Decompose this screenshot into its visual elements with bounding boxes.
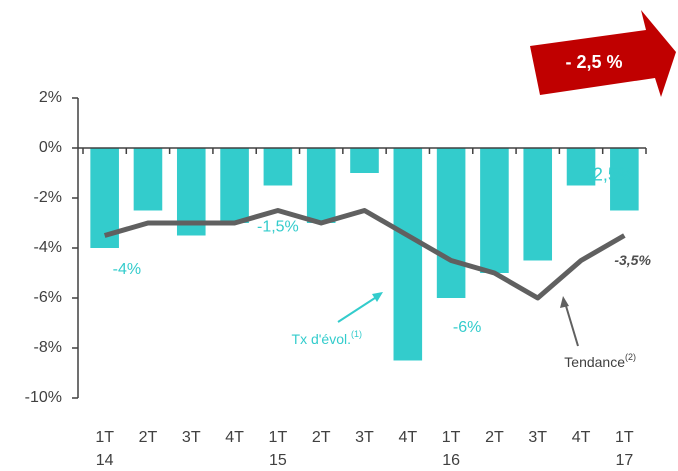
trend-line — [103, 208, 626, 301]
series-label: Tendance(2) — [564, 352, 636, 369]
series-note: (2) — [625, 352, 636, 362]
series-label: Tx d'évol.(1) — [292, 329, 362, 346]
pointer-head — [560, 296, 569, 308]
line-value-label: -3,5% — [614, 252, 651, 268]
bar — [523, 148, 553, 261]
bar — [306, 148, 336, 223]
x-tick-label: 1T — [615, 429, 634, 446]
bar-value-label: -4% — [113, 261, 141, 278]
bar — [566, 148, 596, 186]
x-tick-label: 17 — [615, 452, 633, 469]
bar — [610, 148, 639, 211]
y-tick-label: -10% — [25, 389, 62, 406]
bar-value-label: -6% — [453, 319, 481, 336]
x-tick-label: 2T — [139, 429, 158, 446]
pointer-head — [372, 292, 383, 302]
bar — [350, 148, 379, 173]
callout-arrow — [530, 10, 676, 97]
series-name: Tendance — [564, 354, 625, 370]
y-tick-label: -6% — [34, 289, 62, 306]
series-note: (1) — [351, 329, 362, 339]
x-tick-label: 1T — [269, 429, 288, 446]
pointer — [337, 295, 379, 323]
x-tick-label: 15 — [269, 452, 287, 469]
series-name: Tx d'évol. — [292, 331, 351, 347]
x-tick-label: 3T — [182, 429, 201, 446]
x-tick-label: 2T — [485, 429, 504, 446]
bar-value-label: -2,5% — [587, 164, 634, 184]
bar — [480, 148, 509, 273]
callout-text: - 2,5 % — [565, 52, 622, 72]
x-tick-label: 3T — [528, 429, 547, 446]
x-tick-label: 1T — [442, 429, 461, 446]
y-tick-label: -8% — [34, 339, 62, 356]
pointer — [565, 305, 579, 347]
x-tick-label: 1T — [95, 429, 114, 446]
x-tick-label: 14 — [96, 452, 114, 469]
x-tick-label: 16 — [442, 452, 460, 469]
bar — [436, 148, 466, 298]
y-tick-label: 2% — [39, 89, 62, 106]
x-tick-label: 4T — [572, 429, 591, 446]
y-tick-label: -4% — [34, 239, 62, 256]
bar — [263, 148, 293, 186]
x-tick-label: 2T — [312, 429, 331, 446]
y-tick-label: -2% — [34, 189, 62, 206]
x-tick-label: 4T — [225, 429, 244, 446]
x-tick-label: 3T — [355, 429, 374, 446]
x-tick-label: 4T — [398, 429, 417, 446]
bar — [133, 148, 163, 211]
bar — [220, 148, 249, 223]
bar-value-label: -1,5% — [257, 219, 299, 236]
bar — [393, 148, 423, 361]
y-tick-label: 0% — [39, 139, 62, 156]
